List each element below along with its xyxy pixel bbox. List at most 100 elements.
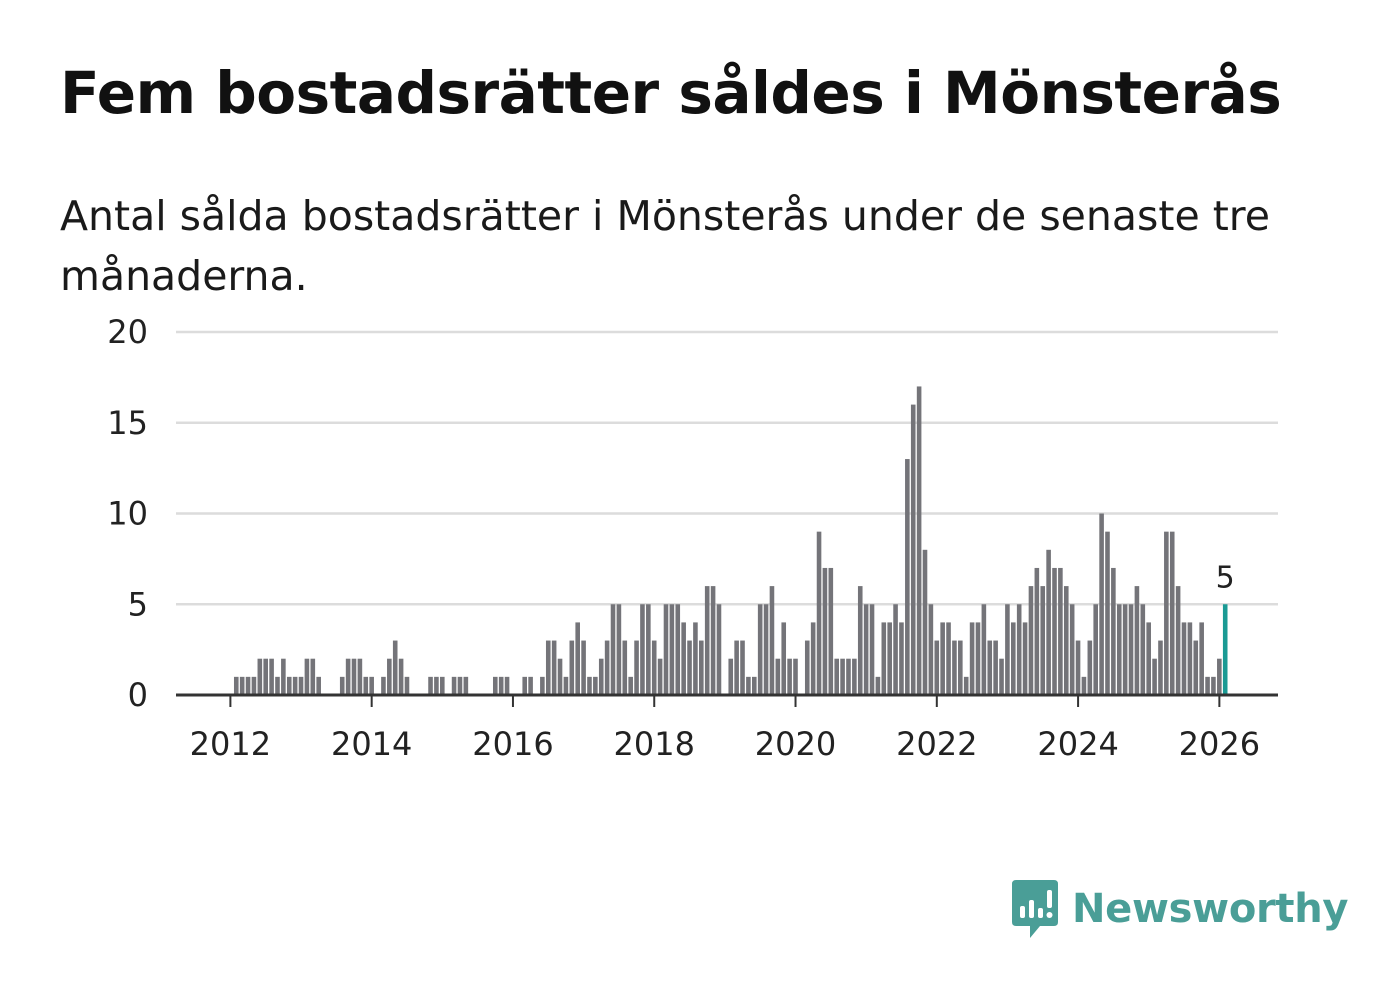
bar bbox=[351, 658, 357, 695]
bar bbox=[975, 622, 981, 695]
bar bbox=[1146, 622, 1151, 695]
bar bbox=[857, 586, 863, 695]
newsworthy-brand: Newsworthy bbox=[1008, 876, 1349, 942]
bar bbox=[245, 676, 251, 695]
bar bbox=[763, 604, 769, 695]
bar bbox=[1081, 676, 1087, 695]
bar bbox=[1069, 604, 1075, 695]
bar bbox=[734, 640, 739, 695]
bar bbox=[1199, 622, 1204, 695]
bar bbox=[587, 676, 592, 695]
x-tick-label-2018: 2018 bbox=[614, 725, 695, 763]
bar bbox=[1187, 622, 1193, 695]
bar bbox=[934, 640, 940, 695]
bar bbox=[239, 676, 245, 695]
highlight-value-label: 5 bbox=[1216, 560, 1235, 595]
bar bbox=[1169, 531, 1175, 695]
bar bbox=[746, 676, 751, 695]
bar bbox=[251, 676, 257, 695]
bar bbox=[1111, 567, 1116, 695]
bar bbox=[728, 658, 734, 695]
bar bbox=[922, 549, 928, 695]
bar bbox=[404, 676, 410, 695]
bar bbox=[628, 676, 633, 695]
bar bbox=[1016, 604, 1022, 695]
bar bbox=[1063, 586, 1069, 695]
x-tick-label-2020: 2020 bbox=[755, 725, 836, 763]
y-tick-label-10: 10 bbox=[107, 495, 148, 533]
bar bbox=[675, 604, 681, 695]
bar bbox=[1028, 586, 1034, 695]
bars bbox=[233, 386, 1228, 695]
bar bbox=[1134, 586, 1140, 695]
bar bbox=[651, 640, 657, 695]
bar bbox=[969, 622, 975, 695]
bar bbox=[451, 676, 457, 695]
bar bbox=[816, 531, 822, 695]
bar bbox=[339, 676, 345, 695]
bar bbox=[940, 622, 945, 695]
bar bbox=[834, 658, 839, 695]
x-tick-label-2022: 2022 bbox=[896, 725, 977, 763]
bar bbox=[916, 386, 922, 695]
bar bbox=[1093, 604, 1098, 695]
bar bbox=[710, 586, 716, 695]
bar bbox=[875, 676, 881, 695]
bar bbox=[1181, 622, 1187, 695]
bar bbox=[498, 676, 504, 695]
bar bbox=[993, 640, 998, 695]
bar bbox=[1040, 586, 1046, 695]
bar bbox=[310, 658, 316, 695]
bar bbox=[569, 640, 575, 695]
bar bbox=[1193, 640, 1199, 695]
bar bbox=[528, 676, 533, 695]
bar bbox=[1046, 549, 1051, 695]
bar bbox=[434, 676, 439, 695]
bar bbox=[1158, 640, 1163, 695]
bar bbox=[905, 459, 910, 695]
bar bbox=[1022, 622, 1028, 695]
bar bbox=[1175, 586, 1181, 695]
bar bbox=[440, 676, 445, 695]
bar bbox=[1164, 531, 1169, 695]
bar bbox=[504, 676, 510, 695]
bar bbox=[1011, 622, 1016, 695]
bar bbox=[616, 604, 622, 695]
bar bbox=[963, 676, 969, 695]
bar bbox=[1005, 604, 1010, 695]
bar bbox=[910, 404, 916, 695]
bar bbox=[958, 640, 963, 695]
bar bbox=[640, 604, 645, 695]
bar bbox=[693, 622, 698, 695]
newsworthy-logo-icon bbox=[1012, 880, 1058, 938]
bar bbox=[946, 622, 951, 695]
bar bbox=[275, 676, 280, 695]
bar bbox=[598, 658, 604, 695]
bar bbox=[604, 640, 610, 695]
bar bbox=[899, 622, 904, 695]
bar bbox=[863, 604, 869, 695]
bar bbox=[593, 676, 598, 695]
bar bbox=[428, 676, 433, 695]
bar bbox=[316, 676, 321, 695]
bar bbox=[622, 640, 628, 695]
y-tick-label-0: 0 bbox=[128, 676, 148, 714]
bar bbox=[1217, 658, 1222, 695]
bar bbox=[1140, 604, 1146, 695]
x-tick-label-2016: 2016 bbox=[472, 725, 553, 763]
bar bbox=[663, 604, 669, 695]
bar bbox=[687, 640, 692, 695]
bar bbox=[369, 676, 374, 695]
bar-chart: 0 5 10 15 20 2012 2014 2016 2018 2020 2022 2024 202… bbox=[107, 313, 1278, 763]
bar bbox=[363, 676, 369, 695]
bar bbox=[1099, 513, 1104, 695]
bar bbox=[563, 676, 569, 695]
bar bbox=[852, 658, 857, 695]
bar bbox=[657, 658, 663, 695]
brand-name: Newsworthy bbox=[1072, 886, 1349, 932]
bar bbox=[928, 604, 934, 695]
bar bbox=[840, 658, 845, 695]
bar bbox=[387, 658, 392, 695]
bar bbox=[292, 676, 298, 695]
bar bbox=[1205, 676, 1210, 695]
